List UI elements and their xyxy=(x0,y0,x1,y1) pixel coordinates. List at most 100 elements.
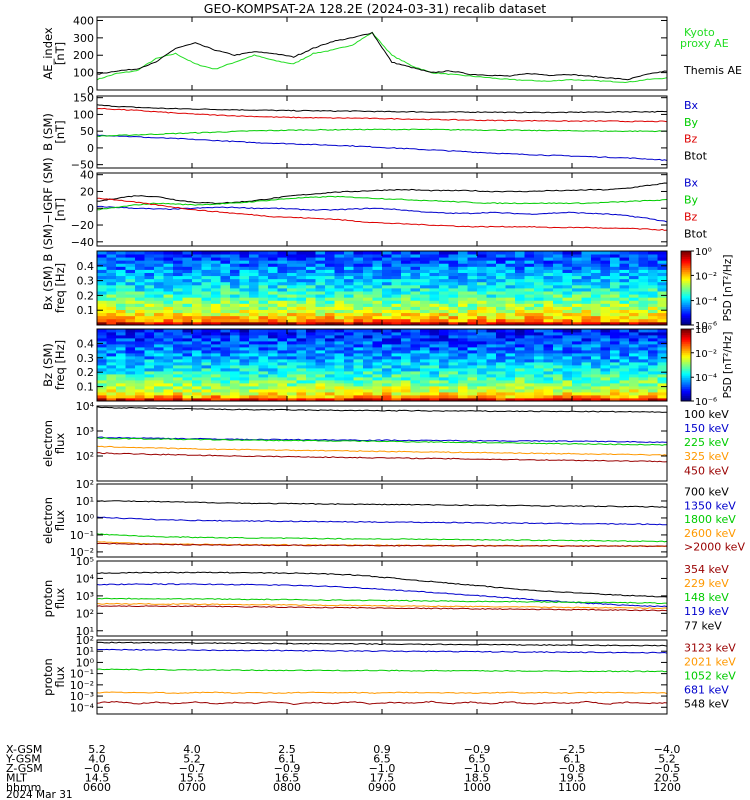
spectrogram-cell xyxy=(363,368,373,372)
spectrogram-cell xyxy=(334,371,345,375)
spectrogram-cell xyxy=(173,377,183,381)
spectrogram-cell xyxy=(135,392,145,396)
spectrogram-cell xyxy=(515,257,525,261)
spectrogram-cell xyxy=(619,365,630,369)
spectrogram-cell xyxy=(296,263,307,267)
spectrogram-cell xyxy=(562,263,573,267)
spectrogram-cell xyxy=(334,251,345,255)
spectrogram-cell xyxy=(230,281,240,286)
spectrogram-cell xyxy=(486,251,497,255)
spectrogram-cell xyxy=(163,251,174,255)
spectrogram-cell xyxy=(648,392,658,396)
colorbar-segment xyxy=(681,330,691,334)
spectrogram-cell xyxy=(458,297,468,301)
spectrogram-cell xyxy=(534,362,544,366)
legend-entry: Bz xyxy=(684,210,698,223)
spectrogram-cell xyxy=(106,263,117,267)
spectrogram-cell xyxy=(401,318,411,323)
spectrogram-cell xyxy=(600,306,611,310)
spectrogram-cell xyxy=(553,377,563,381)
spectrogram-cell xyxy=(629,374,639,378)
spectrogram-cell xyxy=(353,306,364,310)
spectrogram-cell xyxy=(543,284,554,289)
spectrogram-cell xyxy=(230,398,240,401)
spectrogram-cell xyxy=(277,312,288,317)
spectrogram-cell xyxy=(182,344,193,348)
spectrogram-cell xyxy=(429,291,440,295)
spectrogram-cell xyxy=(372,315,383,320)
spectrogram-cell xyxy=(296,278,307,283)
x-axis-value: 14.5 xyxy=(85,772,110,785)
spectrogram-cell xyxy=(258,300,269,304)
spectrogram-cell xyxy=(277,368,288,372)
spectrogram-cell xyxy=(543,365,554,369)
spectrogram-cell xyxy=(581,321,592,325)
spectrogram-cell xyxy=(382,257,392,261)
spectrogram-cell xyxy=(163,338,174,342)
spectrogram-cell xyxy=(515,318,525,323)
spectrogram-cell xyxy=(477,272,487,277)
spectrogram-cell xyxy=(106,315,117,320)
spectrogram-cell xyxy=(296,254,307,258)
spectrogram-cell xyxy=(401,350,411,354)
spectrogram-cell xyxy=(629,347,639,351)
spectrogram-cell xyxy=(325,263,335,267)
spectrogram-cell xyxy=(315,386,326,390)
spectrogram-cell xyxy=(192,362,202,366)
spectrogram-cell xyxy=(97,347,107,351)
spectrogram-cell xyxy=(239,377,250,381)
spectrogram-cell xyxy=(296,341,307,345)
spectrogram-cell xyxy=(619,300,630,304)
spectrogram-cell xyxy=(610,329,620,333)
spectrogram-cell xyxy=(581,395,592,399)
spectrogram-cell xyxy=(230,341,240,345)
spectrogram-cell xyxy=(201,386,212,390)
x-axis-value: 0700 xyxy=(178,781,206,794)
spectrogram-cell xyxy=(277,284,288,289)
spectrogram-cell xyxy=(268,377,278,381)
spectrogram-cell xyxy=(287,392,297,396)
spectrogram-cell xyxy=(211,353,221,357)
spectrogram-cell xyxy=(97,272,107,277)
spectrogram-cell xyxy=(353,278,364,283)
spectrogram-cell xyxy=(344,362,354,366)
spectrogram-cell xyxy=(249,332,259,336)
spectrogram-cell xyxy=(325,338,335,342)
spectrogram-cell xyxy=(334,309,345,314)
spectrogram-cell xyxy=(486,257,497,261)
spectrogram-cell xyxy=(363,374,373,378)
spectrogram-cell xyxy=(638,335,649,339)
spectrogram-cell xyxy=(401,312,411,317)
spectrogram-cell xyxy=(467,291,478,295)
spectrogram-cell xyxy=(268,297,278,301)
spectrogram-cell xyxy=(220,365,231,369)
spectrogram-cell xyxy=(325,335,335,339)
spectrogram-cell xyxy=(268,347,278,351)
spectrogram-cell xyxy=(591,300,601,304)
spectrogram-cell xyxy=(258,269,269,273)
spectrogram-cell xyxy=(467,278,478,283)
spectrogram-cell xyxy=(429,380,440,384)
spectrogram-cell xyxy=(135,254,145,258)
spectrogram-cell xyxy=(534,341,544,345)
spectrogram-cell xyxy=(353,291,364,295)
spectrogram-cell xyxy=(116,332,126,336)
spectrogram-cell xyxy=(230,395,240,399)
spectrogram-cell xyxy=(648,386,658,390)
spectrogram-cell xyxy=(410,395,421,399)
spectrogram-cell xyxy=(287,284,297,289)
spectrogram-cell xyxy=(391,386,402,390)
spectrogram-cell xyxy=(562,260,573,264)
spectrogram-cell xyxy=(467,350,478,354)
spectrogram-cell xyxy=(268,383,278,387)
spectrogram-cell xyxy=(258,321,269,325)
spectrogram-cell xyxy=(648,347,658,351)
y-tick-label: 0.3 xyxy=(77,275,95,288)
spectrogram-cell xyxy=(505,359,516,363)
spectrogram-cell xyxy=(296,386,307,390)
spectrogram-cell xyxy=(410,329,421,333)
spectrogram-cell xyxy=(163,362,174,366)
spectrogram-cell xyxy=(429,312,440,317)
spectrogram-cell xyxy=(211,362,221,366)
spectrogram-cell xyxy=(220,269,231,273)
